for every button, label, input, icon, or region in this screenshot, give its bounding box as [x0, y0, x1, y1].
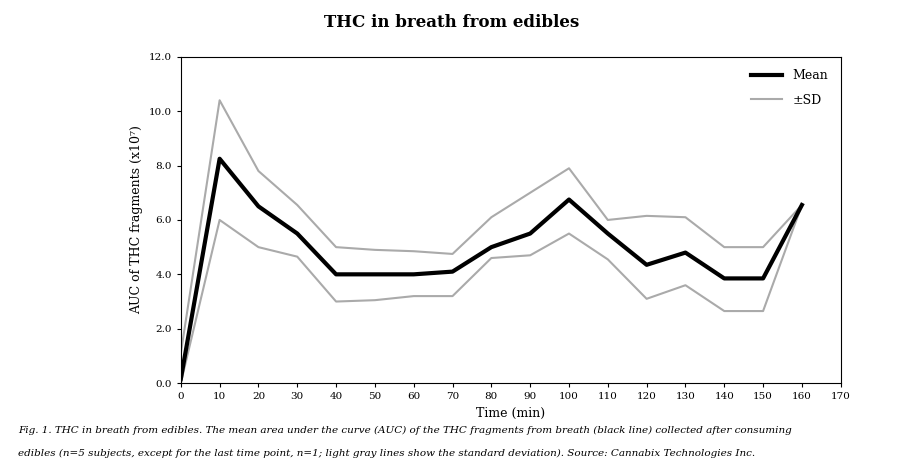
Text: THC in breath from edibles: THC in breath from edibles — [324, 14, 579, 31]
Legend: Mean, ±SD: Mean, ±SD — [744, 63, 833, 113]
Text: Fig. 1. THC in breath from edibles. The mean area under the curve (AUC) of the T: Fig. 1. THC in breath from edibles. The … — [18, 426, 791, 435]
Text: edibles (n=5 subjects, except for the last time point, n=1; light gray lines sho: edibles (n=5 subjects, except for the la… — [18, 449, 754, 458]
X-axis label: Time (min): Time (min) — [476, 407, 545, 420]
Y-axis label: AUC of THC fragments (x10⁷): AUC of THC fragments (x10⁷) — [130, 125, 143, 315]
